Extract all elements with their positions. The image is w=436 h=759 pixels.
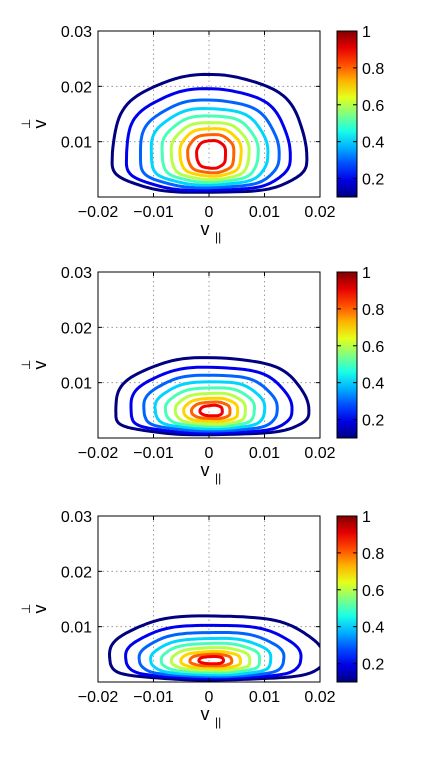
x-tick-label: 0.01: [249, 689, 280, 706]
contour-level-3: [137, 631, 286, 679]
colorbar: [336, 30, 358, 198]
contour-level-5: [159, 641, 262, 675]
colorbar-tick-label: 0.6: [362, 98, 384, 115]
colorbar-tick-label: 0.6: [362, 339, 384, 356]
contour-level-3: [142, 373, 279, 433]
x-tick-label: −0.02: [78, 204, 119, 221]
contour-panel-1: −0.02 −0.01 0 0.01 0.020.010.020.03v ||v⊥0.20…: [19, 24, 384, 244]
x-axis-label: v: [201, 704, 210, 724]
contour-level-9: [195, 139, 227, 170]
contour-level-7: [182, 396, 240, 423]
colorbar-tick-label: 0.8: [362, 302, 384, 319]
x-tick-label: 0.02: [304, 689, 335, 706]
colorbar-tick-label: 1: [362, 24, 371, 41]
colorbar-tick-label: 0.4: [362, 620, 384, 637]
contour-level-8: [186, 133, 236, 175]
contour-level-3: [139, 98, 281, 190]
colorbar-tick-label: 0.6: [362, 583, 384, 600]
colorbar-tick-label: 0.4: [362, 135, 384, 152]
colorbar: [336, 515, 358, 683]
y-axis-label-subscript: ⊥: [19, 119, 33, 129]
contour-level-7: [179, 650, 242, 670]
y-axis-label: v: [30, 120, 50, 129]
contour-level-4: [149, 107, 270, 187]
x-axis-label-subscript: ||: [215, 715, 221, 729]
x-axis-label: v: [201, 219, 210, 239]
y-tick-label: 0.01: [61, 376, 92, 393]
x-tick-label: −0.02: [78, 689, 119, 706]
colorbar-tick-label: 0.4: [362, 376, 384, 393]
contour-level-1: [114, 356, 311, 437]
contour-level-8: [190, 400, 232, 421]
contour-level-2: [129, 365, 294, 435]
x-tick-label: 0.02: [304, 445, 335, 462]
colorbar-tick-label: 1: [362, 509, 371, 526]
x-tick-label: 0.01: [249, 204, 280, 221]
contour-level-5: [163, 386, 256, 429]
contour-level-6: [173, 391, 247, 426]
contour-level-9: [197, 655, 225, 666]
y-axis-label: v: [30, 605, 50, 614]
y-tick-label: 0.03: [61, 265, 92, 282]
contour-level-7: [178, 127, 243, 178]
contour-level-6: [169, 646, 252, 672]
contour-level-5: [160, 114, 260, 184]
y-tick-label: 0.01: [61, 135, 92, 152]
x-tick-label: 0: [205, 445, 214, 462]
x-tick-label: −0.01: [133, 445, 174, 462]
x-tick-label: −0.01: [133, 689, 174, 706]
colorbar-tick-label: 0.2: [362, 413, 384, 430]
contour-level-1: [108, 614, 320, 682]
y-tick-label: 0.02: [61, 79, 92, 96]
contour-panel-2: −0.02 −0.01 0 0.01 0.020.010.020.03v ||v⊥0.20…: [19, 265, 384, 485]
colorbar-tick-label: 1: [362, 265, 371, 282]
contour-level-6: [169, 121, 251, 182]
contour-level-2: [124, 623, 303, 680]
x-tick-label: 0.02: [304, 204, 335, 221]
contour-lines: [108, 614, 320, 682]
x-axis-label-subscript: ||: [215, 471, 221, 485]
y-axis-label-subscript: ⊥: [19, 360, 33, 370]
contour-level-1: [110, 72, 309, 194]
x-tick-label: 0: [205, 689, 214, 706]
contour-lines: [114, 356, 311, 437]
contour-lines: [110, 72, 309, 194]
colorbar-tick-label: 0.8: [362, 61, 384, 78]
x-axis-label: v: [201, 460, 210, 480]
y-tick-label: 0.01: [61, 620, 92, 637]
colorbar-tick-label: 0.8: [362, 546, 384, 563]
y-tick-label: 0.02: [61, 564, 92, 581]
colorbar-tick-label: 0.2: [362, 657, 384, 674]
colorbar: [336, 271, 358, 439]
contour-level-4: [149, 636, 273, 677]
y-axis-label: v: [30, 361, 50, 370]
contour-level-4: [153, 380, 267, 431]
x-tick-label: −0.01: [133, 204, 174, 221]
contour-level-9: [198, 403, 224, 418]
x-tick-label: 0.01: [249, 445, 280, 462]
contour-panel-3: −0.02 −0.01 0 0.01 0.020.010.020.03v ||v⊥0.20…: [19, 509, 384, 729]
y-tick-label: 0.02: [61, 320, 92, 337]
colorbar-tick-label: 0.2: [362, 172, 384, 189]
x-axis-label-subscript: ||: [215, 230, 221, 244]
x-tick-label: 0: [205, 204, 214, 221]
contour-level-2: [124, 87, 292, 192]
y-tick-label: 0.03: [61, 24, 92, 41]
contour-level-8: [188, 652, 234, 668]
x-tick-label: −0.02: [78, 445, 119, 462]
y-tick-label: 0.03: [61, 509, 92, 526]
y-axis-label-subscript: ⊥: [19, 604, 33, 614]
